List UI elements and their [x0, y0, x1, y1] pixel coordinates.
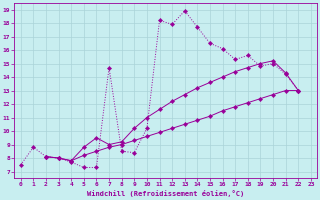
X-axis label: Windchill (Refroidissement éolien,°C): Windchill (Refroidissement éolien,°C)	[87, 190, 244, 197]
